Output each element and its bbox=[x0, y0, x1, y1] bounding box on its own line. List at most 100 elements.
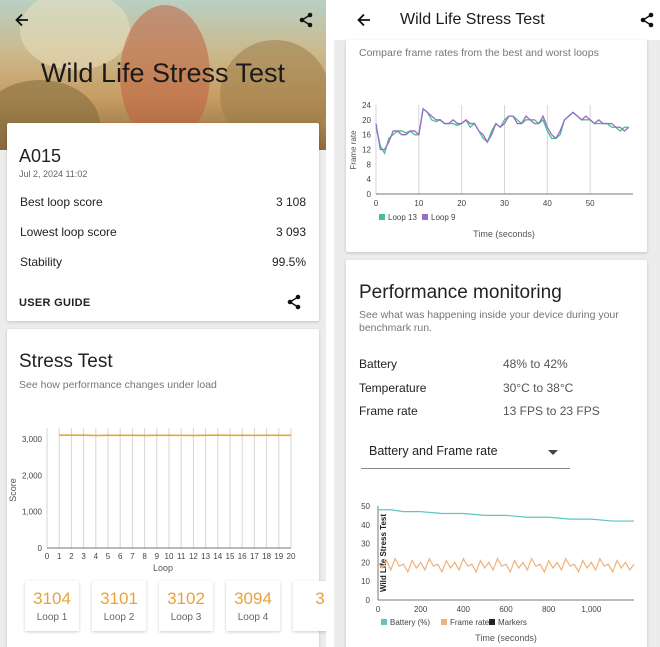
lowest-loop-row: Lowest loop score 3 093 bbox=[20, 225, 306, 239]
chevron-down-icon bbox=[548, 450, 558, 455]
legend-label: Frame rate bbox=[450, 618, 490, 627]
battery-value: 48% to 42% bbox=[503, 357, 568, 371]
back-button[interactable] bbox=[10, 8, 34, 32]
temperature-value: 30°C to 38°C bbox=[503, 381, 574, 395]
x-tick-label: 40 bbox=[543, 199, 552, 208]
x-tick-label: 10 bbox=[165, 552, 174, 561]
share-icon bbox=[299, 12, 313, 28]
x-tick-label: 5 bbox=[106, 552, 111, 561]
y-tick-label: 30 bbox=[361, 540, 370, 549]
y-tick-label: 3,000 bbox=[22, 435, 43, 444]
frame-rate-value: 13 FPS to 23 FPS bbox=[503, 404, 600, 418]
compare-subtitle: Compare frame rates from the best and wo… bbox=[359, 47, 599, 59]
y-tick-label: 2,000 bbox=[22, 471, 43, 480]
result-card: A015 Jul 2, 2024 11:02 Best loop score 3… bbox=[7, 123, 319, 321]
monitoring-chart: 0 200 400 600 800 1,000 0 10 20 30 40 50 Wild Life S… bbox=[361, 502, 635, 643]
loop-score-card[interactable]: 3101 Loop 2 bbox=[92, 581, 146, 631]
x-tick-label: 7 bbox=[130, 552, 135, 561]
x-tick-label: 19 bbox=[274, 552, 283, 561]
series-line bbox=[378, 509, 634, 522]
page-title: Wild Life Stress Test bbox=[400, 11, 545, 28]
x-axis-label: Time (seconds) bbox=[473, 229, 535, 239]
y-tick-label: 20 bbox=[361, 558, 370, 567]
y-tick-label: 40 bbox=[361, 521, 370, 530]
share-button[interactable] bbox=[635, 8, 659, 32]
x-tick-label: 200 bbox=[414, 605, 428, 614]
x-tick-label: 20 bbox=[457, 199, 466, 208]
x-tick-label: 10 bbox=[414, 199, 423, 208]
legend-label: Loop 9 bbox=[431, 213, 456, 222]
loop-score-value: 3 bbox=[315, 589, 325, 608]
x-tick-label: 18 bbox=[262, 552, 271, 561]
battery-label: Battery bbox=[359, 357, 398, 371]
perf-subtitle-line-2: benchmark run. bbox=[359, 322, 432, 334]
y-tick-label: 0 bbox=[38, 544, 43, 553]
legend-swatch bbox=[489, 619, 495, 625]
loop-score-card[interactable]: 3104 Loop 1 bbox=[25, 581, 79, 631]
x-tick-label: 1 bbox=[57, 552, 62, 561]
lowest-loop-label: Lowest loop score bbox=[20, 225, 117, 239]
frame-rate-compare-card: Compare frame rates from the best and wo… bbox=[346, 40, 647, 252]
x-tick-label: 16 bbox=[238, 552, 247, 561]
y-tick-label: 50 bbox=[361, 502, 370, 511]
left-screen: Wild Life Stress Test A015 Jul 2, 2024 1… bbox=[0, 0, 326, 647]
x-tick-label: 11 bbox=[177, 552, 186, 561]
y-tick-label: 1,000 bbox=[22, 508, 43, 517]
legend-label: Loop 13 bbox=[388, 213, 417, 222]
hero-art-shape bbox=[120, 5, 210, 145]
frame-rate-label: Frame rate bbox=[359, 404, 418, 418]
loop-score-card[interactable]: 3094 Loop 4 bbox=[226, 581, 280, 631]
user-guide-link[interactable]: USER GUIDE bbox=[19, 297, 91, 309]
best-loop-label: Best loop score bbox=[20, 195, 103, 209]
x-tick-label: 800 bbox=[542, 605, 556, 614]
y-tick-label: 8 bbox=[367, 160, 372, 169]
frame-rate-chart: 0 10 20 30 40 50 0 4 8 12 16 20 24 Frame rate Loop 13 L… bbox=[349, 101, 633, 239]
x-tick-label: 12 bbox=[189, 552, 198, 561]
x-axis-label: Time (seconds) bbox=[475, 633, 537, 643]
loop-score-value: 3101 bbox=[100, 589, 138, 608]
best-loop-row: Best loop score 3 108 bbox=[20, 195, 306, 209]
score-chart: 0 1 2 3 4 5 6 7 8 9 10 11 12 13 14 15 16 17 18 19 2001,0002,… bbox=[8, 428, 296, 573]
x-tick-label: 8 bbox=[142, 552, 147, 561]
share-button[interactable] bbox=[294, 8, 318, 32]
top-app-bar bbox=[334, 0, 660, 40]
perf-title: Performance monitoring bbox=[359, 282, 562, 303]
x-tick-label: 9 bbox=[155, 552, 160, 561]
right-screen: Wild Life Stress Test Compare frame rate… bbox=[334, 0, 660, 647]
result-date: Jul 2, 2024 11:02 bbox=[19, 169, 88, 179]
metric-dropdown[interactable]: Battery and Frame rate bbox=[361, 442, 570, 469]
stress-subtitle: See how performance changes under load bbox=[19, 379, 217, 391]
loop-label: Loop 4 bbox=[237, 612, 269, 623]
legend-swatch bbox=[422, 214, 428, 220]
share-icon bbox=[287, 294, 301, 310]
loop-label: Loop 1 bbox=[36, 612, 68, 623]
legend-swatch bbox=[441, 619, 447, 625]
x-tick-label: 50 bbox=[586, 199, 595, 208]
y-tick-label: 20 bbox=[362, 116, 371, 125]
x-tick-label: 4 bbox=[94, 552, 99, 561]
loop-score-value: 3104 bbox=[33, 589, 71, 608]
y-tick-label: 12 bbox=[362, 146, 371, 155]
loop-label: Loop 3 bbox=[170, 612, 202, 623]
loop-score-card[interactable]: 3 bbox=[293, 581, 326, 631]
arrow-left-icon bbox=[15, 13, 28, 27]
legend-swatch bbox=[381, 619, 387, 625]
loop-score-value: 3102 bbox=[167, 589, 205, 608]
loop-score-value: 3094 bbox=[234, 589, 272, 608]
stability-label: Stability bbox=[20, 255, 63, 269]
lowest-loop-value: 3 093 bbox=[275, 225, 306, 239]
y-tick-label: 10 bbox=[361, 577, 370, 586]
x-tick-label: 6 bbox=[118, 552, 123, 561]
x-tick-label: 1,000 bbox=[581, 605, 602, 614]
x-tick-label: 3 bbox=[81, 552, 86, 561]
x-tick-label: 15 bbox=[226, 552, 235, 561]
x-axis-label: Loop bbox=[153, 563, 173, 573]
result-share-button[interactable] bbox=[282, 290, 306, 314]
y-axis-label: Score bbox=[8, 478, 18, 502]
best-loop-value: 3 108 bbox=[275, 195, 306, 209]
series-line bbox=[377, 557, 635, 574]
y-tick-label: 24 bbox=[362, 101, 371, 110]
back-button[interactable] bbox=[352, 8, 376, 32]
dropdown-value: Battery and Frame rate bbox=[369, 444, 498, 458]
loop-score-card[interactable]: 3102 Loop 3 bbox=[159, 581, 213, 631]
